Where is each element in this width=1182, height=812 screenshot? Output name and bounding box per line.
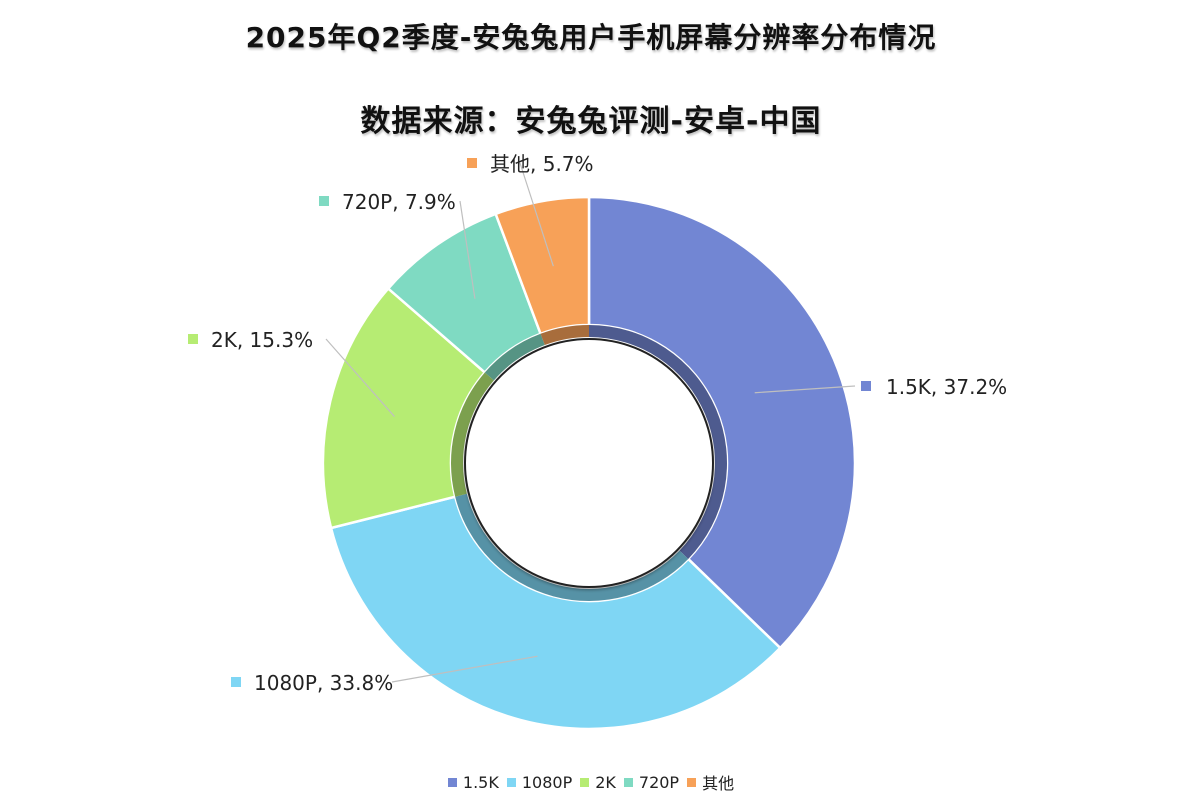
leader-line-2k (325, 338, 395, 417)
leader-line-720p (459, 200, 476, 299)
chart-legend: 1.5K 1080P 2K 720P 其他 (0, 770, 1182, 794)
slice-inner-shade-1-5k (589, 325, 728, 559)
legend-item-1080p: 1080P (506, 772, 573, 792)
data-label-marker-2k (188, 334, 198, 344)
legend-label-1-5k: 1.5K (462, 772, 499, 792)
data-label-1-5k: 1.5K, 37.2% (886, 375, 1007, 399)
leader-line-other (519, 162, 554, 267)
slice-inner-shade-720p (484, 333, 545, 381)
legend-swatch-1080p (506, 777, 516, 787)
data-label-marker-720p (319, 196, 329, 206)
legend-label-2k: 2K (595, 772, 616, 792)
data-label-other: 其他, 5.7% (490, 152, 594, 176)
legend-swatch-720p (623, 777, 633, 787)
data-label-marker-other (467, 158, 477, 168)
legend-item-720p: 720P (623, 772, 680, 792)
slice-inner-shade-other (540, 325, 589, 346)
legend-swatch-1-5k (447, 777, 457, 787)
legend-item-2k: 2K (580, 773, 616, 792)
leader-line-1-5k (754, 385, 856, 394)
leader-line-1080p (391, 655, 538, 683)
legend-label-1080p: 1080P (521, 772, 573, 792)
legend-item-other: 其他 (687, 770, 734, 794)
slice-inner-shade-1080p (455, 493, 689, 602)
slice-inner-shade-2k (451, 372, 494, 497)
doughnut-center-hole (464, 338, 714, 588)
data-label-1080p: 1080P, 33.8% (254, 671, 393, 695)
data-label-marker-1080p (231, 677, 241, 687)
chart-title: 2025年Q2季度-安兔兔用户手机屏幕分辨率分布情况 (245, 21, 937, 54)
data-label-720p: 720P, 7.9% (342, 190, 456, 214)
data-label-2k: 2K, 15.3% (211, 328, 313, 352)
legend-label-other: 其他 (702, 774, 735, 793)
data-label-marker-1-5k (861, 381, 871, 391)
legend-swatch-other (687, 777, 697, 787)
legend-swatch-2k (580, 777, 590, 787)
legend-item-1-5k: 1.5K (447, 772, 499, 792)
legend-label-720p: 720P (638, 772, 680, 792)
chart-subtitle: 数据来源：安兔兔评测-安卓-中国 (360, 104, 822, 139)
